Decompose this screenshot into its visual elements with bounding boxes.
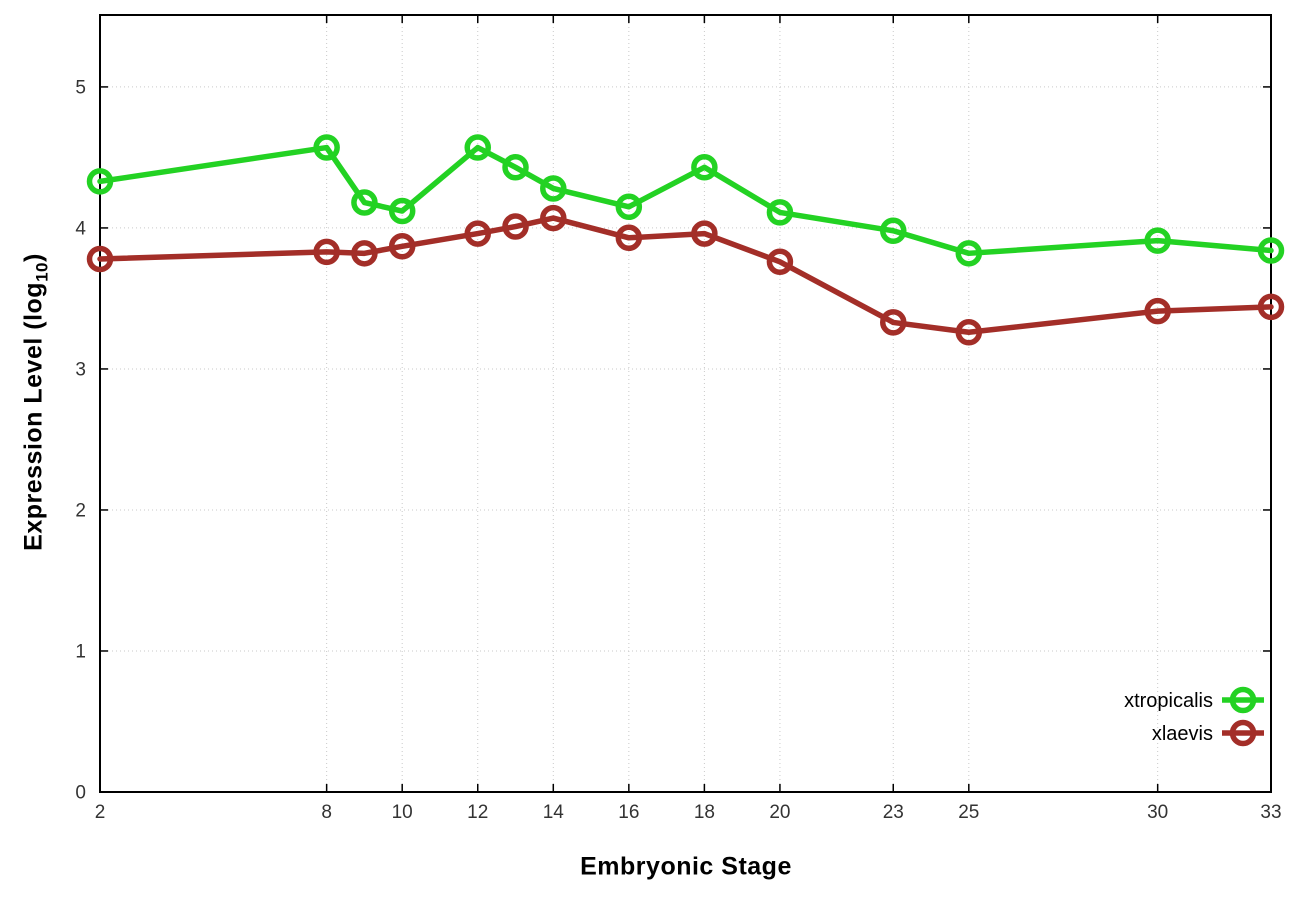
- data-point-xtropicalis: [766, 199, 794, 226]
- x-tick-label: 10: [392, 802, 413, 823]
- data-point-xlaevis: [880, 309, 907, 336]
- data-point-xlaevis: [502, 213, 529, 240]
- legend-label-xtropicalis: xtropicalis: [1124, 690, 1213, 712]
- x-tick-label: 23: [883, 802, 904, 823]
- y-axis-title: Expression Level (log10): [20, 253, 53, 551]
- legend-sample-marker-xtropicalis: [1229, 686, 1257, 714]
- data-point-xtropicalis: [691, 154, 718, 181]
- data-point-xtropicalis: [86, 168, 114, 195]
- legend-sample-marker-xlaevis: [1229, 719, 1257, 747]
- x-tick-label: 25: [958, 802, 979, 823]
- y-tick-label: 2: [75, 500, 86, 521]
- y-tick-label: 4: [75, 218, 86, 239]
- data-point-xtropicalis: [1257, 237, 1285, 264]
- x-axis-title: Embryonic Stage: [580, 852, 792, 881]
- data-point-xlaevis: [540, 204, 567, 232]
- x-tick-label: 16: [618, 802, 639, 823]
- y-axis-title-text: Expression Level (log: [19, 281, 48, 551]
- x-tick-label: 18: [694, 802, 715, 823]
- data-point-xlaevis: [766, 248, 794, 276]
- data-point-xlaevis: [464, 220, 491, 247]
- data-point-xtropicalis: [502, 154, 529, 181]
- data-point-xtropicalis: [880, 217, 907, 245]
- data-point-xtropicalis: [313, 134, 340, 161]
- data-point-xtropicalis: [955, 240, 983, 267]
- series-line-xlaevis: [97, 215, 1274, 336]
- data-point-xlaevis: [615, 224, 643, 252]
- data-point-xlaevis: [691, 220, 718, 247]
- data-point-xtropicalis: [615, 193, 643, 221]
- data-point-xlaevis: [86, 245, 114, 273]
- data-point-xlaevis: [388, 233, 416, 260]
- x-tick-label: 33: [1260, 802, 1281, 823]
- data-point-xtropicalis: [388, 197, 416, 225]
- data-point-xlaevis: [1144, 297, 1171, 325]
- y-tick-label: 0: [75, 783, 86, 804]
- data-point-xtropicalis: [540, 175, 567, 202]
- data-point-xlaevis: [955, 319, 983, 346]
- plot-border: [99, 14, 1272, 793]
- y-axis-title-suffix: ): [19, 253, 48, 262]
- x-tick-label: 12: [467, 802, 488, 823]
- data-point-xlaevis: [313, 238, 340, 266]
- y-axis-title-subscript: 10: [32, 261, 52, 282]
- data-point-xlaevis: [1257, 293, 1285, 321]
- y-tick-label: 5: [75, 77, 86, 98]
- data-point-xtropicalis: [464, 134, 491, 161]
- data-point-xlaevis: [351, 240, 378, 267]
- data-point-xtropicalis: [351, 189, 378, 216]
- x-tick-label: 14: [543, 802, 565, 823]
- legend-label-xlaevis: xlaevis: [1152, 723, 1213, 745]
- data-point-xtropicalis: [1144, 227, 1171, 254]
- x-tick-label: 8: [321, 802, 332, 823]
- y-tick-label: 3: [75, 359, 86, 380]
- x-tick-label: 2: [95, 802, 106, 823]
- x-tick-label: 30: [1147, 802, 1168, 823]
- series-line-xtropicalis: [97, 144, 1274, 257]
- x-tick-label: 20: [769, 802, 790, 823]
- y-tick-label: 1: [75, 641, 86, 662]
